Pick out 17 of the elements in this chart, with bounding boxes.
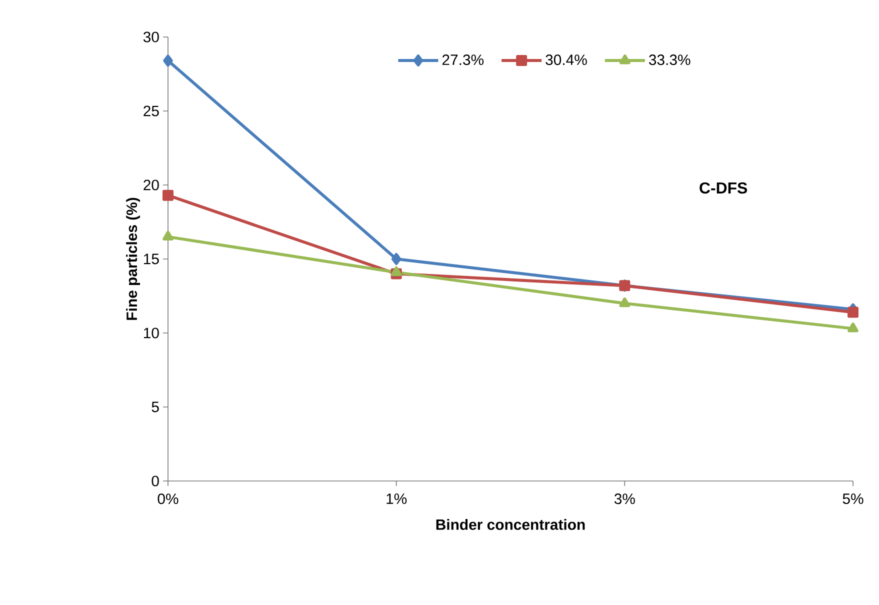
x-tick-label: 1%: [386, 494, 407, 504]
y-tick-label: 0: [152, 476, 159, 486]
legend-label: 33.3%: [648, 54, 690, 66]
y-tick-label: 10: [144, 328, 159, 338]
x-axis-title: Binder concentration: [436, 518, 585, 530]
y-tick-label: 25: [144, 106, 159, 116]
y-tick-label: 30: [143, 32, 159, 42]
x-tick-label: 5%: [842, 494, 864, 504]
y-axis-title: Fine particles (%): [126, 198, 140, 320]
y-tick-label: 20: [144, 180, 159, 190]
legend-label: 30.4%: [546, 54, 587, 66]
x-tick-label: 3%: [614, 494, 635, 504]
x-tick-label: 0%: [158, 494, 178, 504]
y-tick-label: 5: [152, 402, 159, 412]
y-tick-label: 15: [144, 254, 159, 264]
annotation: C-DFS: [700, 182, 748, 194]
legend-label: 27.3%: [442, 54, 484, 66]
